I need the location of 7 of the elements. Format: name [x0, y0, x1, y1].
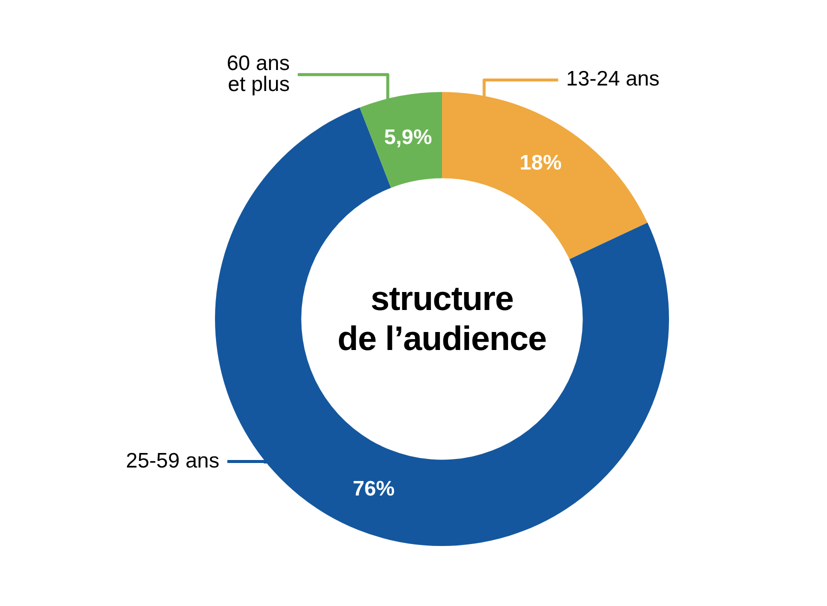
data-label: 76%	[352, 478, 396, 501]
slice-label: 13-24 ans	[566, 68, 660, 91]
text: structure de l’audience	[336, 279, 548, 359]
data-label: 5,9%	[384, 126, 432, 150]
slice-label: 60 ans et plus	[226, 52, 290, 96]
data-label: 18%	[520, 152, 562, 175]
slice-label: 25-59 ans	[126, 449, 220, 472]
